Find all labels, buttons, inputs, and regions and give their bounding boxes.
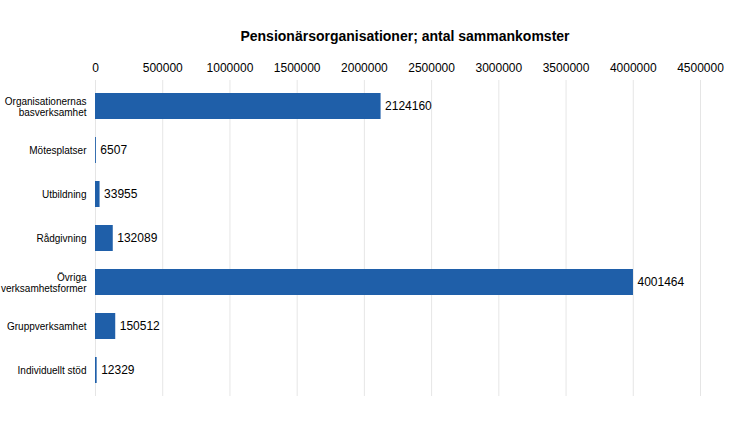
svg-text:1000000: 1000000 [207, 61, 254, 75]
svg-text:4000000: 4000000 [610, 61, 657, 75]
svg-text:Övrigaverksamhetsformer: Övrigaverksamhetsformer [1, 272, 87, 294]
svg-text:Mötesplatser: Mötesplatser [29, 145, 87, 156]
svg-text:132089: 132089 [117, 231, 157, 245]
svg-text:150512: 150512 [120, 319, 160, 333]
svg-text:Gruppverksamhet: Gruppverksamhet [7, 321, 87, 332]
html-text:Pensionärsorganisationer; anta: Pensionärsorganisationer; antal sammanko… [240, 28, 570, 44]
svg-text:Individuellt stöd: Individuellt stöd [18, 365, 87, 376]
svg-text:6507: 6507 [100, 143, 127, 157]
svg-text:Rådgivning: Rådgivning [36, 233, 86, 244]
svg-text:4500000: 4500000 [677, 61, 724, 75]
svg-text:2500000: 2500000 [408, 61, 455, 75]
svg-text:2000000: 2000000 [341, 61, 388, 75]
svg-text:500000: 500000 [143, 61, 183, 75]
svg-text:4001464: 4001464 [637, 275, 684, 289]
svg-text:Utbildning: Utbildning [42, 189, 86, 200]
svg-text:3000000: 3000000 [475, 61, 522, 75]
svg-text:Organisationernasbasverksamhet: Organisationernasbasverksamhet [5, 96, 87, 118]
svg-text:2124160: 2124160 [385, 99, 432, 113]
svg-text:12329: 12329 [101, 363, 135, 377]
svg-text:33955: 33955 [104, 187, 138, 201]
svg-text:1500000: 1500000 [274, 61, 321, 75]
svg-text:0: 0 [92, 61, 99, 75]
svg-text:3500000: 3500000 [543, 61, 590, 75]
